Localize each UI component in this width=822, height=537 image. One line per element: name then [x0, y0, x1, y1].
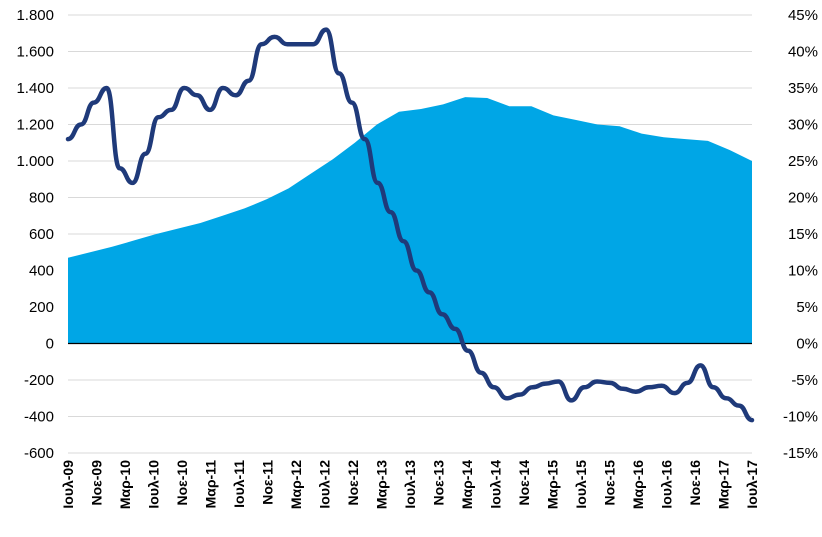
left-tick-label: 1.600 [16, 44, 54, 61]
right-tick-label: 5% [796, 299, 818, 316]
x-tick-label: Μαρ-13 [374, 460, 390, 509]
right-tick-label: -5% [791, 372, 818, 389]
right-tick-label: 35% [788, 80, 818, 97]
x-tick-label: Μαρ-12 [288, 460, 304, 509]
x-tick-label: Μαρ-10 [117, 460, 133, 509]
x-tick-label: Μαρ-11 [203, 460, 219, 509]
left-tick-label: 1.200 [16, 117, 54, 134]
right-axis: -15% -10% -5% 0% 5% 10% 15% 20% 25% 30% 35% 40% 45% [783, 7, 818, 462]
right-tick-label: 30% [788, 117, 818, 134]
x-tick-label: Ιουλ-11 [231, 460, 247, 508]
line-series-1 [65, 27, 755, 423]
left-tick-label: 1.000 [16, 153, 54, 170]
left-tick-label: -200 [24, 372, 54, 389]
left-tick-label: -400 [24, 409, 54, 426]
right-tick-label: 40% [788, 44, 818, 61]
right-tick-label: 15% [788, 226, 818, 243]
x-tick-label: Ιουλ-17 [744, 460, 760, 509]
left-tick-label: 800 [29, 190, 54, 207]
x-tick-label: Ιουλ-16 [659, 460, 675, 509]
x-tick-label: Μαρ-15 [545, 460, 561, 509]
area-series-0 [68, 97, 752, 344]
x-tick-label: Ιουλ-09 [60, 460, 76, 509]
x-tick-label: Ιουλ-12 [317, 460, 333, 509]
left-tick-label: 1.800 [16, 7, 54, 24]
area-layer [68, 97, 752, 344]
x-axis: Ιουλ-09 Νοε-09 Μαρ-10 Ιουλ-10 Νοε-10 Μαρ-11 Ιο… [60, 460, 760, 509]
x-tick-label: Ιουλ-10 [146, 460, 162, 509]
left-tick-label: 0 [46, 336, 54, 353]
left-tick-label: 200 [29, 299, 54, 316]
right-tick-label: 20% [788, 190, 818, 207]
x-tick-label: Νοε-10 [174, 460, 190, 506]
x-tick-label: Μαρ-17 [716, 460, 732, 509]
left-tick-label: 1.400 [16, 80, 54, 97]
x-tick-label: Ιουλ-15 [573, 460, 589, 509]
left-tick-label: 600 [29, 226, 54, 243]
left-tick-label: 400 [29, 263, 54, 280]
x-tick-label: Νοε-16 [687, 460, 703, 506]
x-tick-label: Νοε-14 [516, 460, 532, 506]
x-tick-label: Νοε-12 [345, 460, 361, 506]
x-tick-label: Μαρ-16 [630, 460, 646, 509]
right-tick-label: -10% [783, 409, 818, 426]
x-tick-label: Νοε-11 [260, 460, 276, 505]
right-tick-label: 25% [788, 153, 818, 170]
x-tick-label: Νοε-13 [431, 460, 447, 506]
x-tick-label: Νοε-15 [602, 460, 618, 506]
left-tick-label: -600 [24, 445, 54, 462]
x-tick-label: Νοε-09 [89, 460, 105, 506]
x-tick-label: Ιουλ-13 [402, 460, 418, 509]
right-tick-label: -15% [783, 445, 818, 462]
x-tick-label: Ιουλ-14 [488, 460, 504, 509]
right-tick-label: 10% [788, 263, 818, 280]
x-tick-label: Μαρ-14 [459, 460, 475, 509]
right-tick-label: 0% [796, 336, 818, 353]
line-layer [65, 27, 755, 423]
right-tick-label: 45% [788, 7, 818, 24]
left-axis: -600 -400 -200 0 200 400 600 800 1.000 1.200 1.400… [16, 7, 54, 462]
